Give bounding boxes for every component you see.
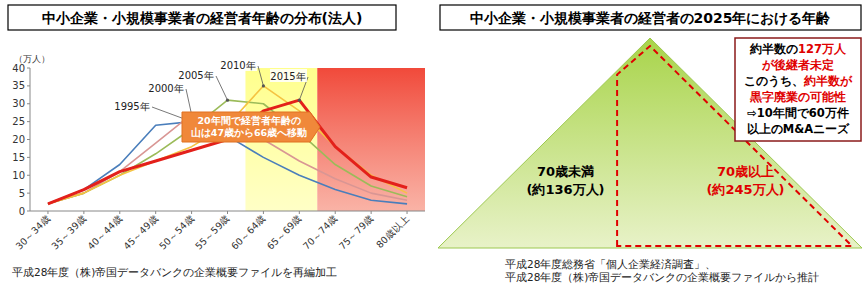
source: 平成28年度（株)帝国データバンクの企業概要ファイルから推計	[505, 271, 819, 283]
y-tick	[27, 85, 30, 86]
x-tick	[155, 211, 156, 214]
x-tick	[47, 211, 48, 214]
y-axis-label: （万人）	[14, 54, 50, 64]
x-tick	[299, 211, 300, 214]
callout-text: ⇨10年間で60万件	[747, 106, 849, 120]
callout-text: 127万人	[798, 42, 847, 56]
y-tick	[27, 121, 30, 122]
y-tick-label: 40	[12, 63, 25, 74]
callout-text: 約半数の	[749, 42, 798, 56]
label-bg	[148, 81, 185, 94]
x-tick-label: 60～64歳	[229, 213, 268, 252]
series-label: 1995年	[114, 101, 149, 112]
label-arrow	[216, 76, 228, 100]
series-line	[48, 100, 407, 204]
y-tick-label: 35	[12, 80, 25, 91]
y-tick-label: 5	[19, 188, 25, 199]
callout-line: 約半数の127万人	[749, 42, 847, 56]
x-tick	[191, 211, 192, 214]
x-tick-label: 45～49歳	[121, 213, 160, 252]
title-box	[440, 5, 861, 30]
callout-text: 以上のM&Aニーズ	[747, 122, 850, 136]
label-arrow	[186, 89, 192, 114]
x-tick-label: 35～39歳	[49, 213, 88, 252]
y-tick	[27, 157, 30, 158]
callout-text: が後継者未定	[761, 58, 834, 72]
callout-line: ⇨10年間で60万件	[747, 106, 849, 120]
figure: 中小企業・小規模事業者の経営者年齢の分布(法人) 0 5 10 15 20 25 30 35 40…	[0, 0, 864, 291]
callout-line: 以上のM&Aニーズ	[747, 122, 850, 136]
arrow-head	[262, 84, 265, 87]
x-tick	[119, 211, 120, 214]
x-tick	[335, 211, 336, 214]
pyramid	[438, 38, 862, 248]
title: 中小企業・小規模事業者の経営者の2025年における年齢	[470, 10, 832, 26]
y-tick-label: 15	[12, 152, 25, 163]
y-tick-label: 30	[12, 98, 25, 109]
y-tick	[27, 175, 30, 176]
callout-text: 黒字廃業の可能性	[749, 90, 846, 104]
y-tick-label: 0	[19, 206, 25, 217]
x-tick-label: 40～44歳	[85, 213, 124, 252]
series-line	[48, 114, 407, 203]
x-tick	[263, 211, 264, 214]
label-bg	[114, 99, 151, 112]
label-bg	[270, 69, 307, 82]
series-line	[48, 100, 407, 204]
callout-line: が後継者未定	[761, 58, 834, 72]
series-label: 2000年	[148, 83, 183, 94]
annotation-text: 山は47歳から66歳へ移動	[191, 127, 307, 138]
x-tick-label: 75～79歳	[337, 213, 376, 252]
y-tick-label: 25	[12, 116, 25, 127]
callout-box	[735, 38, 861, 141]
x-tick	[407, 211, 408, 214]
x-tick	[371, 211, 372, 214]
x-tick-label: 50～54歳	[157, 213, 196, 252]
x-tick-label: 30～34歳	[13, 213, 52, 252]
callout-text: このうち、	[744, 74, 804, 88]
callout-text: 約半数が	[803, 74, 853, 88]
label-bg	[220, 58, 257, 71]
series-line	[48, 86, 407, 204]
y-tick	[27, 68, 30, 69]
x-tick-label: 70～74歳	[301, 213, 340, 252]
x-tick-label: 65～69歳	[265, 213, 304, 252]
x-tick	[227, 211, 228, 214]
y-tick	[27, 103, 30, 104]
lines	[48, 86, 407, 204]
callout-line: 黒字廃業の可能性	[749, 90, 846, 104]
source: 平成28年度総務省「個人企業経済調査」、	[505, 258, 716, 270]
source: 平成28年度（株)帝国データバンクの企業概要ファイルを再編加工	[12, 266, 337, 278]
annotation-text: 20年間で経営者年齢の	[197, 115, 300, 126]
series-label: 2005年	[178, 70, 213, 81]
title: 中小企業・小規模事業者の経営者年齢の分布(法人)	[42, 10, 363, 26]
y-tick	[27, 193, 30, 194]
y-tick	[27, 211, 30, 212]
x-tick	[83, 211, 84, 214]
annotation-box	[182, 112, 320, 142]
x-tick-label: 55～59歳	[193, 213, 232, 252]
x-tick-label: 80歳以上	[374, 213, 412, 251]
y-tick-label: 20	[12, 134, 25, 145]
label-arrow	[258, 66, 263, 86]
series-label: 2015年	[270, 71, 305, 82]
y-tick	[27, 139, 30, 140]
segment-label: 70歳以上	[717, 164, 774, 179]
arrow-head	[298, 99, 301, 102]
segment-value: (約245万人)	[707, 182, 785, 197]
label-bg	[178, 68, 215, 81]
segment-label: 70歳未満	[537, 164, 594, 179]
y-tick-label: 10	[12, 170, 25, 181]
series-label: 2010年	[220, 60, 255, 71]
segment-value: (約136万人)	[527, 182, 605, 197]
title-box	[8, 5, 396, 30]
callout-line: このうち、約半数が	[744, 74, 853, 88]
arrow-head	[226, 99, 229, 102]
